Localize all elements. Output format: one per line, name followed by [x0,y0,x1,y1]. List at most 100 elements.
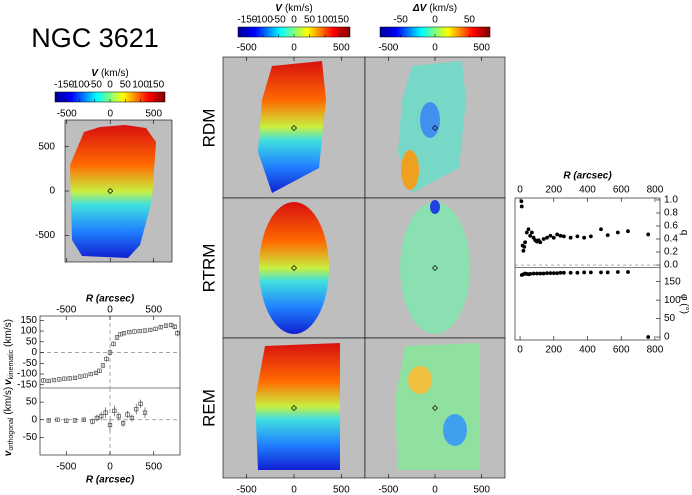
colorbar-tick-label: -50 [271,15,286,26]
axis-label: V (km/s) [275,3,312,14]
x-tick-label: 0 [291,485,297,495]
velocity-map [70,125,156,258]
center-marker [107,188,114,194]
data-point [62,376,67,381]
velocity-map [259,202,329,334]
x-axis-label: R (arcsec) [563,171,612,182]
x-axis-label: R (arcsec) [86,294,135,305]
label-unit: (km/s) [3,319,14,347]
y-tick-label: -50 [23,358,38,369]
residual-blob [420,102,440,138]
x-tick-label: -500 [57,109,77,120]
axis-label: ΔV (km/s) [412,3,457,14]
center-marker [291,265,297,271]
data-point [55,417,60,422]
y-tick-label: 0.8 [664,208,678,219]
residual-blob [430,200,440,214]
colorbar-tick-label: 50 [464,15,476,26]
figure-title: NGC 3621 [31,23,159,53]
y-tick-label: 50 [664,313,676,324]
data-point [519,204,524,209]
row-label: RDM [199,109,218,148]
frame [39,315,181,456]
data-point [528,233,533,238]
y-tick-label: 0.2 [664,247,678,258]
data-point [646,232,651,237]
label-unit: (km/s) [3,387,14,415]
x-tick-label: 800 [647,345,664,356]
data-point [137,328,142,334]
data-point [107,422,113,428]
x-tick-label: 0 [432,43,438,54]
data-point [112,408,117,414]
data-point [67,376,72,381]
y-tick-label: 150 [20,315,37,326]
x-tick-label: 500 [145,109,162,120]
residual-blob [401,150,419,190]
center-marker [432,125,438,131]
label-unit: (km/s) [285,3,313,14]
data-point [114,335,120,340]
data-point [605,270,610,275]
data-point [103,410,108,415]
x-tick-label: 0 [107,305,113,316]
y-tick-label: 0.0 [664,260,678,271]
y-tick-label: 50 [26,336,38,347]
data-point [522,244,527,249]
data-point [523,240,528,245]
colorbar-tick-label: 100 [317,15,334,26]
data-point [541,271,546,276]
y-tick-label: 0 [664,332,670,343]
data-point [138,401,143,406]
velocity-map [255,343,340,470]
label-unit: (km/s) [101,68,129,79]
row-label: REM [199,389,218,427]
data-point [626,229,630,234]
data-point [111,341,116,347]
x-tick-label: 0 [107,462,113,473]
y-tick-label: 1.0 [664,195,678,206]
row-label: RTRM [199,244,218,293]
data-point [132,329,137,334]
data-point [528,272,533,276]
velocity-map [258,61,326,193]
data-point [104,356,109,362]
data-point [529,230,534,235]
data-point [599,227,603,232]
data-point [561,234,566,239]
data-point [548,271,553,276]
data-point [568,235,573,240]
label-symbol: v [3,449,14,456]
data-point [555,232,560,237]
colorbar-tick-label: 100 [132,80,149,91]
data-point [615,230,620,235]
data-point [545,235,549,240]
label-symbol: V [91,68,99,79]
data-point [538,271,543,276]
data-point [558,270,563,275]
data-point [90,419,95,424]
y-tick-label: 100 [664,295,681,306]
y-tick-label: 0 [31,347,37,358]
x-tick-label: -500 [237,43,257,54]
data-point [551,271,556,276]
y-tick-label: -500 [35,230,55,241]
label-symbol: V [275,3,283,14]
data-point [107,350,113,355]
data-point [599,270,603,275]
axis-label: vkinematic (km/s) [3,319,15,385]
residual-blob [443,414,467,446]
data-point [519,199,524,204]
label-symbol: ΔV [412,3,428,14]
x-tick-label: 200 [545,345,562,356]
colorbar-tick-label: 0 [291,15,297,26]
data-point [64,418,69,423]
data-point [134,407,139,412]
x-tick-label: -500 [56,462,76,473]
data-point [646,335,651,339]
data-point [88,371,93,377]
data-point [142,328,148,333]
data-point [125,412,130,417]
data-point [127,330,132,335]
label-symbol: v [3,378,14,385]
